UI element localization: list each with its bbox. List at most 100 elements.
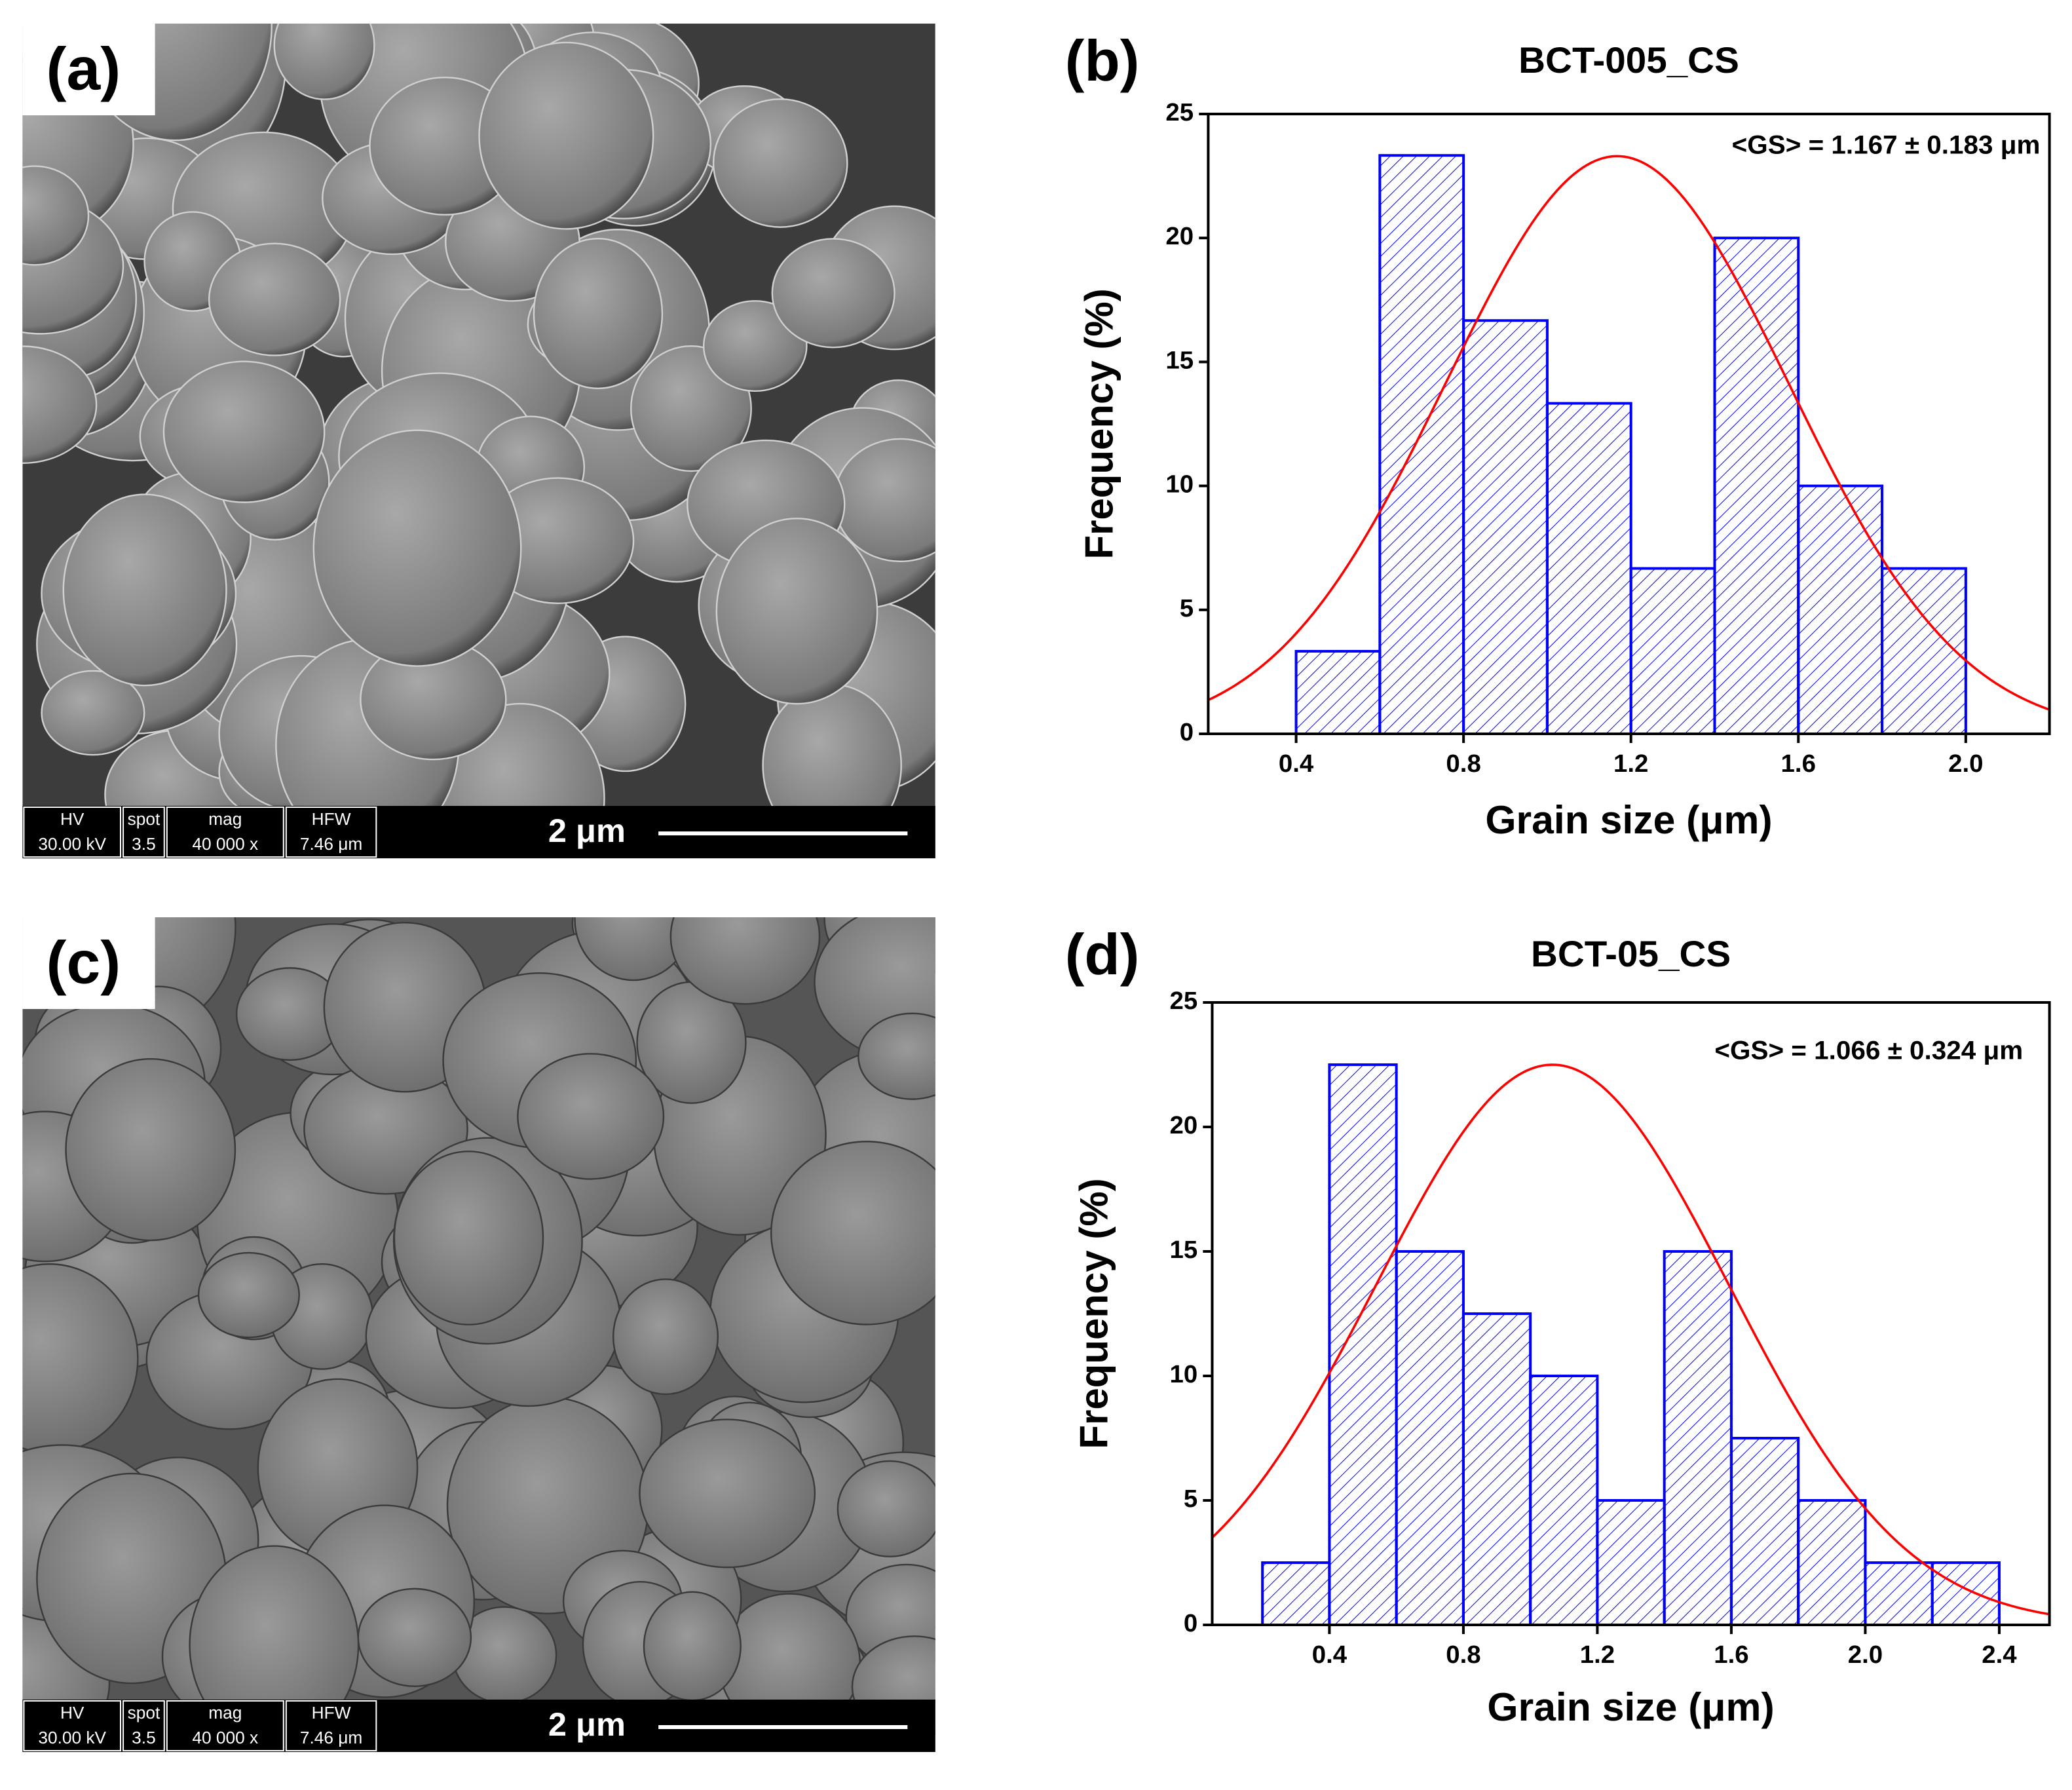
y-tick-label: 0 <box>1184 1609 1197 1637</box>
data-key: spot <box>128 1703 160 1723</box>
histogram-bar <box>1663 1250 1733 1626</box>
grain <box>312 429 522 667</box>
panel-label: (a) <box>47 35 121 102</box>
chart: 0 5 10 15 20 25 0.4 0.8 1.2 1.6 2.0 2.4 BCT-05_CS (d)… <box>1065 923 2051 1729</box>
micrograph <box>22 917 935 1752</box>
grain <box>208 242 341 356</box>
histogram-bar <box>1395 1250 1465 1626</box>
grain <box>669 917 821 1005</box>
x-tick-label: 2.4 <box>1982 1641 2017 1669</box>
histogram-bar <box>1797 484 1884 735</box>
y-tick-label: 25 <box>1169 987 1197 1015</box>
data-key: mag <box>208 809 242 829</box>
histogram-bar <box>1328 1063 1398 1626</box>
plot-frame <box>1211 1001 2051 1626</box>
grain <box>478 41 654 230</box>
sem-image: (a) HV 30.00 kV spot 3.5 mag 40 000 x HFW 7.46 μ… <box>22 24 935 858</box>
x-tick-label: 0.4 <box>1279 750 1314 778</box>
data-value: 7.46 μm <box>300 834 362 854</box>
plot-frame <box>1207 113 2051 735</box>
histogram-bar <box>1629 567 1716 735</box>
data-key: spot <box>128 809 160 829</box>
data-cell <box>23 1700 122 1751</box>
fit-curve <box>1208 155 2050 711</box>
histogram-bar <box>1462 319 1549 735</box>
panel-label: (b) <box>1065 29 1140 93</box>
grain <box>770 1141 935 1325</box>
panel-label-box <box>22 24 155 115</box>
data-key: HV <box>60 1703 85 1723</box>
grain <box>273 24 375 100</box>
x-tick-label: 1.2 <box>1613 750 1648 778</box>
x-tick-label: 1.2 <box>1580 1641 1615 1669</box>
x-tick-label: 0.4 <box>1312 1641 1347 1669</box>
y-tick-label: 0 <box>1180 718 1194 746</box>
sem-image: (c) HV 30.00 kV spot 3.5 mag 40 000 x HFW 7.46 μ… <box>22 917 935 1752</box>
histogram-bar <box>1729 1437 1800 1626</box>
y-axis-label: Frequency (%) <box>1071 1178 1116 1449</box>
histogram-bar <box>1529 1375 1599 1626</box>
x-axis-label: Grain size (μm) <box>1487 1685 1774 1729</box>
annotation: <GS> = 1.066 ± 0.324 μm <box>1714 1036 2023 1065</box>
data-cell <box>285 1700 377 1751</box>
grain <box>612 1278 719 1396</box>
grain <box>22 345 98 465</box>
data-value: 30.00 kV <box>38 1728 106 1747</box>
grain <box>41 670 145 756</box>
data-key: mag <box>208 1703 242 1723</box>
data-cell <box>122 807 165 858</box>
x-tick-label: 2.0 <box>1948 750 1983 778</box>
grain <box>712 98 848 228</box>
y-tick-label: 20 <box>1169 1111 1197 1139</box>
y-tick-label: 5 <box>1184 1485 1197 1513</box>
data-cell <box>166 807 284 858</box>
x-tick-label: 0.8 <box>1446 1641 1480 1669</box>
histogram-bar <box>1881 567 1967 735</box>
y-tick-label: 15 <box>1165 347 1194 375</box>
micrograph <box>22 24 935 858</box>
panel-label-box <box>22 917 155 1009</box>
grain <box>639 1419 816 1569</box>
y-tick-label: 10 <box>1165 470 1194 499</box>
x-tick-label: 1.6 <box>1781 750 1816 778</box>
chart-title: BCT-005_CS <box>1518 39 1739 81</box>
data-value: 40 000 x <box>192 1728 258 1747</box>
data-cell <box>122 1700 165 1751</box>
histogram-bar <box>1461 1312 1532 1626</box>
grain <box>162 360 326 503</box>
grain <box>771 238 895 349</box>
data-cell <box>285 807 377 858</box>
x-tick-label: 0.8 <box>1446 750 1480 778</box>
x-axis-label: Grain size (μm) <box>1485 797 1772 842</box>
grain <box>357 1588 472 1687</box>
data-value: 3.5 <box>132 1728 156 1747</box>
grain <box>643 1591 742 1702</box>
grain <box>22 165 90 266</box>
panel-label: (d) <box>1065 923 1140 987</box>
data-cell <box>166 1700 284 1751</box>
grain <box>65 1057 236 1242</box>
grain <box>833 438 935 562</box>
grain <box>702 300 808 392</box>
grain <box>62 493 227 687</box>
y-tick-label: 25 <box>1165 98 1194 126</box>
data-value: 40 000 x <box>192 834 258 854</box>
grain <box>715 518 878 705</box>
histogram-bar <box>1797 1499 1867 1626</box>
annotation: <GS> = 1.167 ± 0.183 μm <box>1732 130 2041 160</box>
data-value: 30.00 kV <box>38 834 106 854</box>
data-value: 3.5 <box>132 834 156 854</box>
grain <box>533 238 664 389</box>
data-cell <box>23 807 122 858</box>
fit-curve <box>1212 1063 2050 1616</box>
histogram-bar <box>1294 649 1382 735</box>
histogram-bar <box>1713 237 1800 735</box>
y-axis-label: Frequency (%) <box>1076 288 1121 559</box>
chart-title: BCT-05_CS <box>1531 933 1731 974</box>
grain <box>837 1460 935 1557</box>
histogram-bar <box>1545 402 1632 735</box>
chart: 0 5 10 15 20 25 0.4 0.8 1.2 1.6 2.0 BCT-005_CS (b) <G… <box>1065 29 2051 842</box>
data-key: HFW <box>312 1703 351 1723</box>
x-tick-label: 1.6 <box>1714 1641 1748 1669</box>
